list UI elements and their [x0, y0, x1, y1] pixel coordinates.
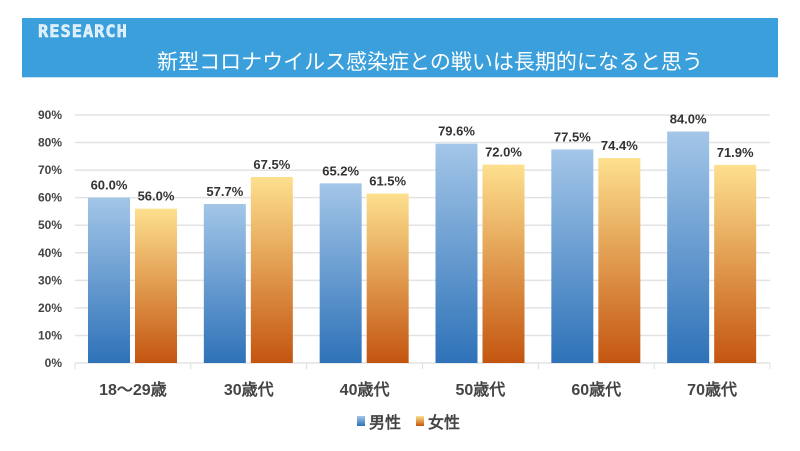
data-label: 61.5% [369, 174, 406, 189]
bar-female [250, 177, 293, 363]
data-label: 65.2% [322, 163, 359, 178]
bar-male [203, 204, 246, 363]
y-tick-label: 0% [45, 356, 63, 370]
x-category-label: 40歳代 [340, 380, 390, 399]
y-tick-label: 90% [38, 108, 62, 122]
y-tick-label: 80% [38, 136, 62, 150]
bar-female [598, 157, 641, 363]
y-tick-label: 50% [38, 218, 62, 232]
bar-female [714, 164, 757, 363]
bar-male [551, 149, 594, 363]
bar-male [667, 131, 710, 363]
data-label: 72.0% [485, 145, 522, 160]
research-tag: RESEARCH [38, 22, 128, 43]
y-tick-label: 60% [38, 191, 62, 205]
y-tick-label: 20% [38, 301, 62, 315]
data-label: 74.4% [601, 138, 638, 153]
bar-female [135, 208, 177, 363]
legend-label: 女性 [428, 413, 460, 432]
y-tick-label: 30% [38, 273, 62, 287]
data-label: 79.6% [438, 124, 475, 139]
bar-female [366, 193, 409, 363]
x-category-label: 30歳代 [224, 380, 274, 399]
y-tick-label: 70% [38, 163, 62, 177]
chart-title: 新型コロナウイルス感染症との戦いは長期的になると思う [157, 51, 703, 74]
x-category-label: 50歳代 [456, 380, 506, 399]
data-label: 67.5% [253, 157, 290, 172]
bar-male [319, 183, 362, 363]
data-label: 60.0% [91, 178, 128, 193]
y-tick-label: 40% [38, 246, 62, 260]
legend-label: 男性 [369, 413, 401, 432]
bar-female [482, 164, 525, 363]
bar-male [88, 197, 130, 363]
data-label: 56.0% [138, 189, 175, 204]
x-category-label: 70歳代 [687, 380, 737, 399]
legend-swatch [416, 416, 424, 426]
x-category-label: 60歳代 [571, 380, 621, 399]
data-label: 84.0% [670, 112, 707, 127]
data-label: 77.5% [554, 129, 591, 144]
title-banner: RESEARCH 新型コロナウイルス感染症との戦いは長期的になると思う [22, 18, 778, 78]
bar-male [435, 143, 478, 363]
legend-swatch [357, 416, 365, 426]
y-tick-label: 10% [38, 328, 62, 342]
data-label: 57.7% [206, 184, 243, 199]
data-label: 71.9% [717, 145, 754, 160]
x-category-label: 18〜29歳 [99, 380, 167, 399]
